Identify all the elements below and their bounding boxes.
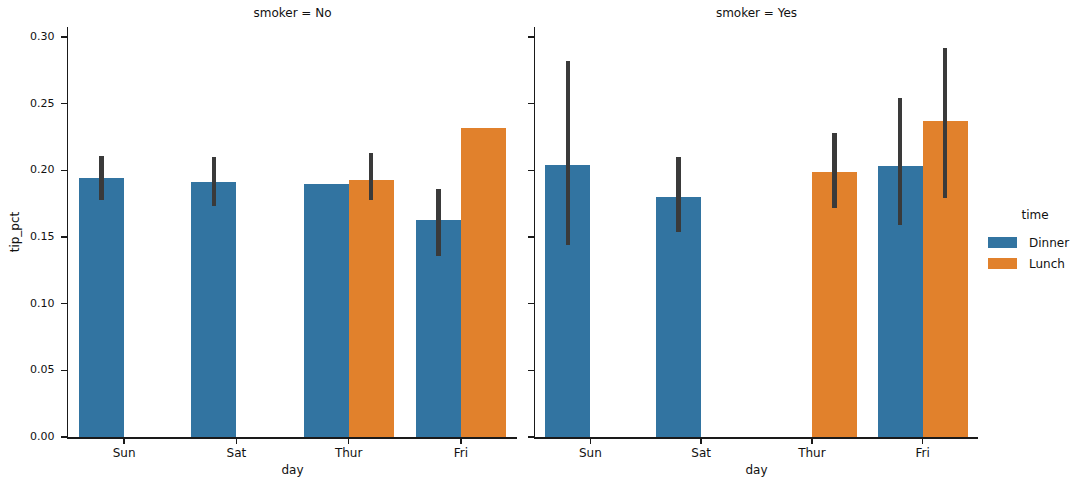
x-tick-label: Sun — [84, 446, 164, 460]
y-tick-mark — [528, 170, 534, 172]
y-tick-mark — [61, 436, 67, 438]
legend-swatch-lunch — [988, 258, 1017, 269]
y-tick-mark — [61, 303, 67, 305]
legend-entry-dinner: Dinner — [985, 232, 1085, 253]
y-tick-label: 0.15 — [13, 230, 55, 243]
error-bar — [436, 189, 441, 256]
x-tick-label: Fri — [883, 446, 963, 460]
x-tick-mark — [460, 439, 462, 444]
y-tick-label: 0.20 — [13, 163, 55, 176]
x-tick-mark — [348, 439, 350, 444]
legend-entry-lunch: Lunch — [985, 253, 1085, 274]
y-tick-label: 0.25 — [13, 97, 55, 110]
y-tick-label: 0.05 — [13, 363, 55, 376]
legend-title: time — [985, 208, 1085, 222]
y-tick-label: 0.10 — [13, 297, 55, 310]
y-tick-mark — [528, 236, 534, 238]
y-tick-mark — [528, 370, 534, 372]
error-bar — [832, 133, 837, 208]
y-axis-spine — [534, 27, 536, 439]
x-tick-mark — [700, 439, 702, 444]
error-bar — [99, 156, 104, 200]
bar-lunch-fri — [461, 128, 506, 437]
y-tick-mark — [528, 103, 534, 105]
catplot-figure: tip_pct time DinnerLunch smoker = No0.00… — [0, 0, 1087, 490]
x-axis-spine — [534, 437, 979, 439]
error-bar — [369, 153, 374, 200]
y-tick-mark — [61, 36, 67, 38]
y-tick-mark — [528, 36, 534, 38]
x-tick-label: Sat — [196, 446, 276, 460]
legend-entries: Dinner Lunch — [985, 232, 1085, 274]
error-bar — [898, 98, 903, 225]
x-tick-mark — [811, 439, 813, 444]
x-tick-label: Fri — [421, 446, 501, 460]
x-tick-mark — [236, 439, 238, 444]
x-tick-label: Sat — [661, 446, 741, 460]
error-bar — [212, 157, 217, 206]
x-tick-mark — [123, 439, 125, 444]
x-axis-title: day — [68, 463, 517, 477]
bar-dinner-sun — [79, 178, 124, 437]
y-tick-mark — [61, 370, 67, 372]
bar-lunch-thur — [349, 180, 394, 437]
x-tick-mark — [922, 439, 924, 444]
y-tick-label: 0.30 — [13, 30, 55, 43]
y-axis-spine — [67, 27, 69, 439]
bar-dinner-sat — [191, 182, 236, 437]
x-tick-label: Thur — [772, 446, 852, 460]
bar-dinner-thur — [304, 184, 349, 437]
x-tick-mark — [590, 439, 592, 444]
y-tick-label: 0.00 — [13, 430, 55, 443]
legend-swatch-dinner — [988, 237, 1017, 248]
y-tick-mark — [528, 436, 534, 438]
y-tick-mark — [61, 170, 67, 172]
legend-label: Lunch — [1029, 257, 1065, 271]
facet-title: smoker = No — [68, 6, 517, 20]
y-tick-mark — [61, 236, 67, 238]
bar-lunch-thur — [812, 172, 857, 437]
legend-label: Dinner — [1029, 236, 1069, 250]
y-tick-mark — [528, 303, 534, 305]
x-tick-label: Thur — [309, 446, 389, 460]
bar-dinner-sat — [656, 197, 701, 437]
error-bar — [676, 157, 681, 232]
error-bar — [943, 48, 948, 199]
x-axis-title: day — [535, 463, 978, 477]
x-tick-label: Sun — [550, 446, 630, 460]
y-tick-mark — [61, 103, 67, 105]
facet-title: smoker = Yes — [535, 6, 978, 20]
error-bar — [566, 61, 571, 245]
legend: time Dinner Lunch — [985, 208, 1085, 274]
x-axis-spine — [67, 437, 518, 439]
